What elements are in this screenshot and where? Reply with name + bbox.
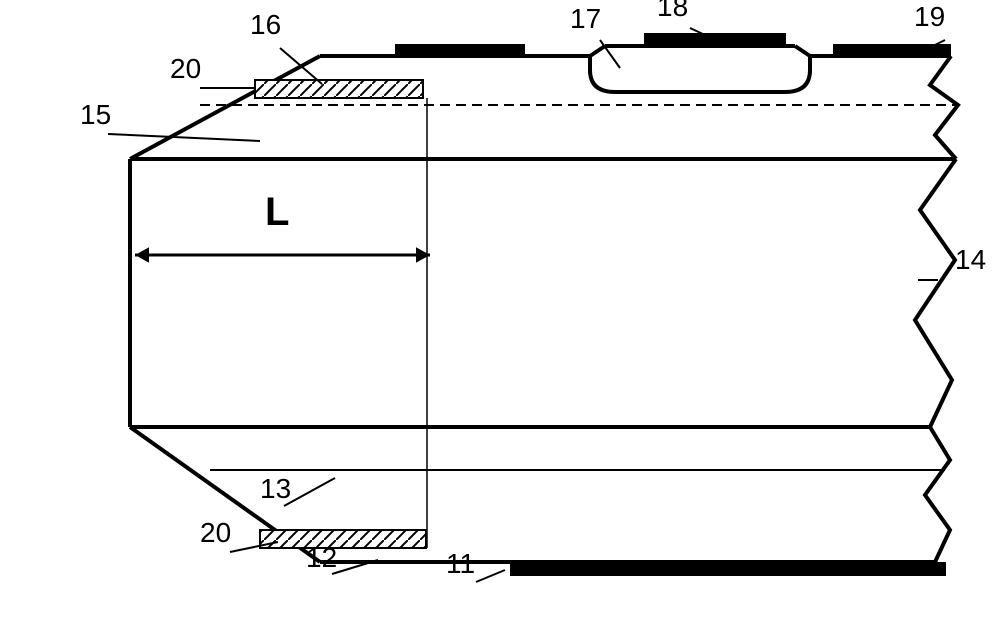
- arrowhead-left: [135, 247, 149, 263]
- hatched-bottom-hatch: [260, 530, 426, 548]
- electrode-top-left-bar: [395, 44, 525, 58]
- label-16: 16: [250, 9, 281, 40]
- leader-line-0: [476, 570, 505, 582]
- leader-line-4: [280, 48, 322, 84]
- label-19: 19: [914, 1, 945, 32]
- arrowhead-right: [416, 247, 430, 263]
- label-13: 13: [260, 473, 291, 504]
- leader-line-3: [108, 134, 260, 141]
- diagram-container: L 11 12 13 14 15 16 17 18 19 20 20: [0, 0, 1000, 613]
- dimension-label: L: [265, 190, 289, 234]
- well-rise-right: [795, 46, 810, 56]
- well-region-17: [590, 56, 810, 92]
- label-11: 11: [446, 548, 475, 579]
- left-bevel-top: [130, 56, 320, 159]
- label-17: 17: [570, 3, 601, 34]
- hatched-top-hatch: [255, 80, 423, 98]
- well-rise-left: [590, 46, 605, 56]
- right-zigzag-mid: [915, 159, 956, 427]
- label-14: 14: [955, 244, 986, 275]
- label-12: 12: [306, 542, 337, 573]
- leader-line-2: [284, 478, 335, 506]
- label-18: 18: [657, 0, 688, 22]
- label-20-bottom: 20: [200, 517, 231, 548]
- label-15: 15: [80, 99, 111, 130]
- label-20-top: 20: [170, 53, 201, 84]
- electrode-bottom-bar: [510, 562, 946, 576]
- cross-section-svg: L 11 12 13 14 15 16 17 18 19 20 20: [0, 0, 1000, 613]
- right-zigzag-top: [930, 56, 958, 159]
- right-zigzag-bottom: [925, 427, 950, 562]
